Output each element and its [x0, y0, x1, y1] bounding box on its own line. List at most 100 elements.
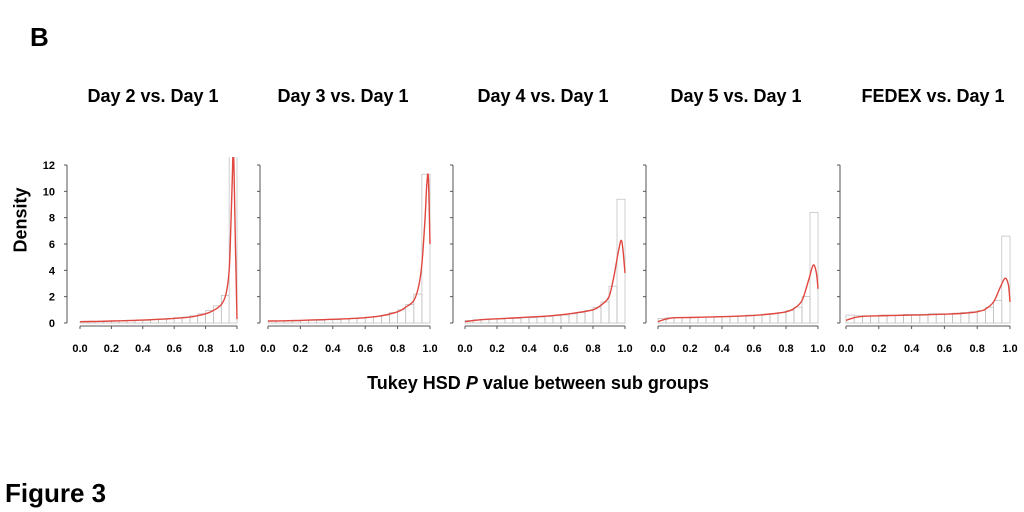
chart-panel: 0.0 0.2 0.4 0.6 0.8 1.0: [450, 164, 633, 355]
x-tick-label: 0.0: [72, 343, 87, 355]
histogram-bar: [504, 318, 514, 324]
chart-panel: 0 2 4 6 8 10 12 0.0 0.2 0.4 0.6 0.8 1.0: [43, 157, 245, 355]
histogram-bar: [496, 318, 506, 324]
chart-title: Day 5 vs. Day 1: [670, 86, 802, 106]
histogram-bar: [308, 320, 317, 324]
histogram-bar: [993, 300, 1003, 324]
x-tick-label: 0.4: [904, 343, 920, 355]
histogram-bar: [228, 157, 238, 324]
histogram-bar: [753, 314, 763, 324]
x-tick-label: 1.0: [422, 343, 437, 355]
histogram-bar: [894, 314, 904, 324]
chart-panel: 0.0 0.2 0.4 0.6 0.8 1.0: [257, 164, 438, 355]
x-tick-label: 0.6: [553, 343, 568, 355]
figure-caption: Figure 3: [5, 478, 107, 508]
x-axis-label: Tukey HSD P value between sub groups: [367, 373, 709, 394]
x-axis-label-italic: P: [465, 373, 478, 393]
histogram-bar: [381, 314, 390, 324]
x-tick-label: 1.0: [1002, 343, 1017, 355]
histogram-bar: [944, 313, 953, 324]
x-tick-label: 1.0: [229, 343, 244, 355]
x-tick-label: 0.4: [325, 343, 341, 355]
x-tick-label: 0.6: [167, 343, 182, 355]
histogram-bar: [544, 316, 554, 324]
histogram-bar: [421, 173, 431, 324]
histogram-bar: [737, 315, 747, 324]
x-tick-label: 0.0: [650, 343, 665, 355]
histogram-bar: [721, 316, 731, 324]
histogram-bar: [291, 320, 301, 324]
chart-title: Day 3 vs. Day 1: [277, 86, 409, 106]
histogram-bar: [673, 317, 683, 324]
histogram-bar: [584, 310, 594, 324]
x-tick-label: 0.2: [489, 343, 504, 355]
x-tick-label: 0.6: [746, 343, 761, 355]
density-curve: [657, 264, 819, 323]
x-tick-label: 0.6: [937, 343, 952, 355]
chart-title: FEDEX vs. Day 1: [861, 86, 1005, 106]
histogram-bar: [801, 296, 811, 324]
histogram-bar: [785, 310, 795, 324]
x-tick-label: 0.8: [390, 343, 405, 355]
histogram-bar: [769, 313, 779, 324]
histogram-bar: [1001, 235, 1011, 324]
density-curve: [845, 277, 1011, 322]
histogram-bar: [528, 317, 538, 324]
histogram-bar: [793, 306, 803, 324]
x-axis-label-suffix: value between sub groups: [477, 373, 709, 393]
y-tick-label: 4: [49, 265, 56, 277]
x-tick-label: 0.0: [260, 343, 275, 355]
x-tick-label: 0.8: [585, 343, 600, 355]
histogram-bar: [976, 310, 986, 324]
y-tick-label: 0: [49, 318, 55, 330]
histogram-bar: [952, 312, 962, 324]
x-tick-label: 0.2: [682, 343, 697, 355]
y-tick-label: 12: [43, 160, 55, 172]
histogram-bar: [886, 314, 896, 324]
density-curve: [267, 173, 431, 322]
y-tick-label: 10: [43, 186, 55, 198]
histogram-bar: [568, 313, 578, 324]
chart-panel: 0.0 0.2 0.4 0.6 0.8 1.0: [837, 164, 1018, 355]
x-tick-label: 0.0: [838, 343, 853, 355]
histogram-bar: [729, 316, 739, 324]
histogram-bar: [536, 316, 546, 324]
histogram-bar: [576, 312, 586, 324]
histogram: [657, 212, 819, 324]
histogram-bar: [560, 314, 570, 324]
histogram-bar: [777, 312, 787, 324]
histogram-bar: [512, 318, 522, 324]
x-tick-label: 1.0: [810, 343, 825, 355]
y-tick-label: 2: [49, 292, 55, 304]
x-tick-label: 0.8: [970, 343, 985, 355]
histogram-bar: [316, 320, 326, 324]
histogram-bar: [968, 311, 978, 324]
x-tick-label: 0.4: [521, 343, 537, 355]
x-tick-label: 0.8: [198, 343, 213, 355]
histogram: [267, 173, 431, 324]
x-tick-label: 0.2: [104, 343, 119, 355]
x-tick-label: 0.0: [457, 343, 472, 355]
x-tick-label: 0.2: [871, 343, 886, 355]
histogram-bar: [552, 315, 562, 324]
histogram-bar: [935, 313, 945, 324]
histogram-bar: [705, 316, 715, 324]
x-tick-label: 1.0: [617, 343, 632, 355]
histogram-bar: [761, 314, 771, 324]
chart-title: Day 2 vs. Day 1: [87, 86, 219, 106]
histogram-bar: [142, 320, 152, 324]
histogram: [79, 157, 238, 324]
x-tick-label: 0.8: [778, 343, 793, 355]
histogram-bar: [681, 317, 691, 324]
x-axis-label-prefix: Tukey HSD: [367, 373, 466, 393]
histogram-bar: [220, 295, 230, 324]
histogram-bar: [919, 314, 929, 324]
y-tick-label: 6: [49, 239, 55, 251]
histogram-bar: [809, 212, 819, 324]
chart-panel: 0.0 0.2 0.4 0.6 0.8 1.0: [643, 164, 826, 355]
density-curve: [79, 157, 238, 323]
density-curve: [464, 239, 626, 323]
x-tick-label: 0.4: [135, 343, 151, 355]
y-tick-label: 8: [49, 213, 55, 225]
histogram-bar: [985, 306, 994, 324]
